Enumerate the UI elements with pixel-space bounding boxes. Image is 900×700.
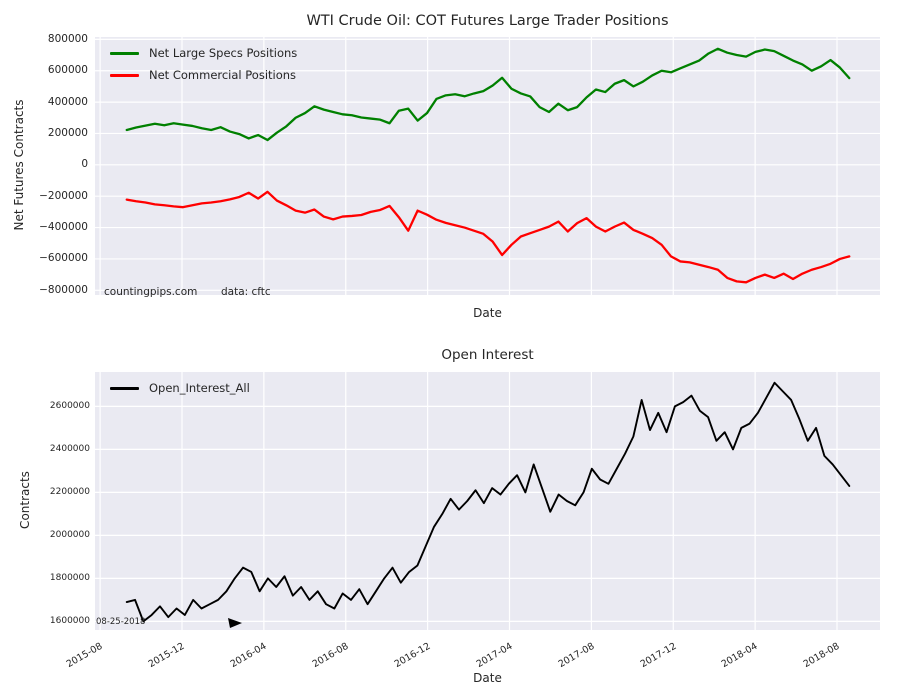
- legend-entry: Net Commercial Positions: [110, 68, 297, 83]
- legend-entry: Open_Interest_All: [110, 381, 250, 396]
- y-tick-label: 200000: [47, 126, 88, 139]
- legend-entry: Net Large Specs Positions: [110, 46, 297, 61]
- bottom-chart-legend: Open_Interest_All: [110, 381, 250, 396]
- y-tick-label: 600000: [47, 64, 88, 77]
- y-tick-label: 2600000: [49, 400, 90, 411]
- top-chart-x-axis-label: Date: [473, 306, 502, 320]
- x-tick-label: 2017-12: [638, 640, 679, 671]
- x-tick-label: 2015-08: [64, 640, 105, 671]
- x-tick-label: 2016-08: [310, 640, 351, 671]
- y-tick-label: 2400000: [49, 443, 90, 454]
- x-tick-label: 2017-08: [556, 640, 597, 671]
- y-tick-label: 800000: [47, 32, 88, 45]
- bottom-chart-y-axis-label: Contracts: [18, 471, 32, 529]
- data-source-note: data: cftc: [221, 286, 271, 298]
- x-tick-label: 2018-04: [720, 640, 760, 671]
- x-tick-label: 2015-12: [146, 640, 187, 671]
- top-chart-title: WTI Crude Oil: COT Futures Large Trader …: [306, 13, 669, 29]
- bottom-chart-title: Open Interest: [441, 347, 534, 363]
- bottom-chart-canvas: [95, 372, 880, 630]
- series-line-open-interest-all: [125, 381, 851, 623]
- y-tick-label: 400000: [47, 95, 88, 108]
- y-tick-label: 1600000: [49, 615, 90, 626]
- x-tick-label: 2016-12: [392, 640, 433, 671]
- y-tick-label: 0: [81, 158, 88, 171]
- legend-label: Net Commercial Positions: [149, 67, 297, 82]
- y-tick-label: −800000: [39, 283, 88, 296]
- top-chart-canvas: [95, 37, 880, 295]
- y-tick-label: 1800000: [49, 572, 90, 583]
- report-date-annotation: 08-25-2018: [96, 617, 146, 627]
- legend-label: Open_Interest_All: [149, 380, 250, 395]
- legend-line-swatch-icon: [110, 74, 139, 77]
- top-chart-legend: Net Large Specs Positions Net Commercial …: [110, 46, 297, 83]
- legend-line-swatch-icon: [110, 387, 139, 390]
- y-tick-label: −400000: [39, 221, 88, 234]
- x-tick-label: 2016-04: [228, 640, 269, 671]
- top-chart-plot-area: [95, 37, 880, 295]
- x-tick-label: 2017-04: [474, 640, 515, 671]
- y-tick-label: 2200000: [49, 486, 90, 497]
- series-line-net-commercial-positions: [125, 190, 851, 284]
- legend-label: Net Large Specs Positions: [149, 45, 298, 60]
- y-tick-label: −200000: [39, 189, 88, 202]
- legend-line-swatch-icon: [110, 52, 139, 55]
- bottom-chart-plot-area: [95, 372, 880, 630]
- series-line-net-large-specs-positions: [125, 47, 851, 142]
- annotation-arrow-icon: [228, 618, 242, 628]
- y-tick-label: −600000: [39, 252, 88, 265]
- source-note: countingpips.com: [104, 286, 198, 298]
- x-tick-label: 2018-08: [801, 640, 842, 671]
- bottom-chart-x-axis-label: Date: [473, 671, 502, 685]
- y-tick-label: 2000000: [49, 529, 90, 540]
